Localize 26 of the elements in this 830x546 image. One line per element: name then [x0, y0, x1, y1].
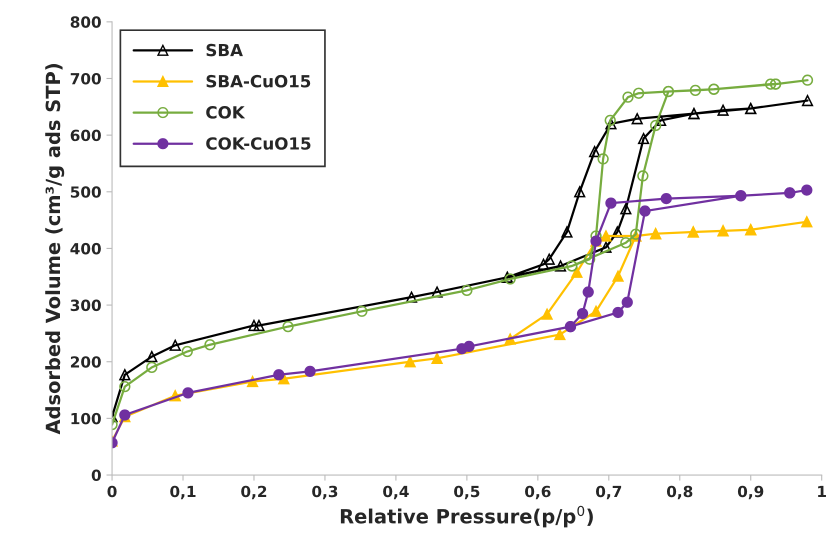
y-axis-title: Adsorbed Volume (cm³/g ads STP) — [45, 64, 64, 434]
x-tick-label: 0,4 — [383, 486, 409, 500]
x-tick-label: 0 — [107, 486, 117, 498]
x-tick-label: 0,2 — [241, 486, 266, 500]
x-axis-title: Relative Pressure(p/p$^{0}$) — [340, 506, 593, 528]
legend-label: COK-CuO15 — [206, 137, 310, 150]
y-tick-label: 600 — [70, 130, 101, 142]
y-tick-label: 800 — [70, 16, 101, 28]
y-tick-label: 200 — [70, 356, 101, 368]
x-tick-label: 0,5 — [454, 486, 480, 500]
x-tick-label: 0,8 — [666, 486, 692, 500]
y-tick-label: 400 — [70, 242, 101, 254]
y-tick-label: 500 — [70, 186, 101, 198]
y-tick-label: 700 — [70, 72, 101, 85]
x-tick-label: 0,3 — [312, 486, 338, 500]
y-tick-label: 0 — [92, 469, 101, 482]
legend-label: COK — [206, 106, 246, 119]
legend-label: SBA — [206, 44, 243, 56]
legend-label: SBA-CuO15 — [206, 74, 310, 88]
x-tick-label: 1 — [818, 486, 826, 498]
x-tick-label: 0,9 — [738, 486, 764, 500]
x-tick-label: 0,7 — [596, 486, 622, 500]
y-tick-label: 300 — [70, 300, 101, 312]
x-tick-label: 0,1 — [170, 486, 196, 500]
y-tick-label: 100 — [71, 412, 101, 424]
x-tick-label: 0,6 — [525, 486, 551, 500]
